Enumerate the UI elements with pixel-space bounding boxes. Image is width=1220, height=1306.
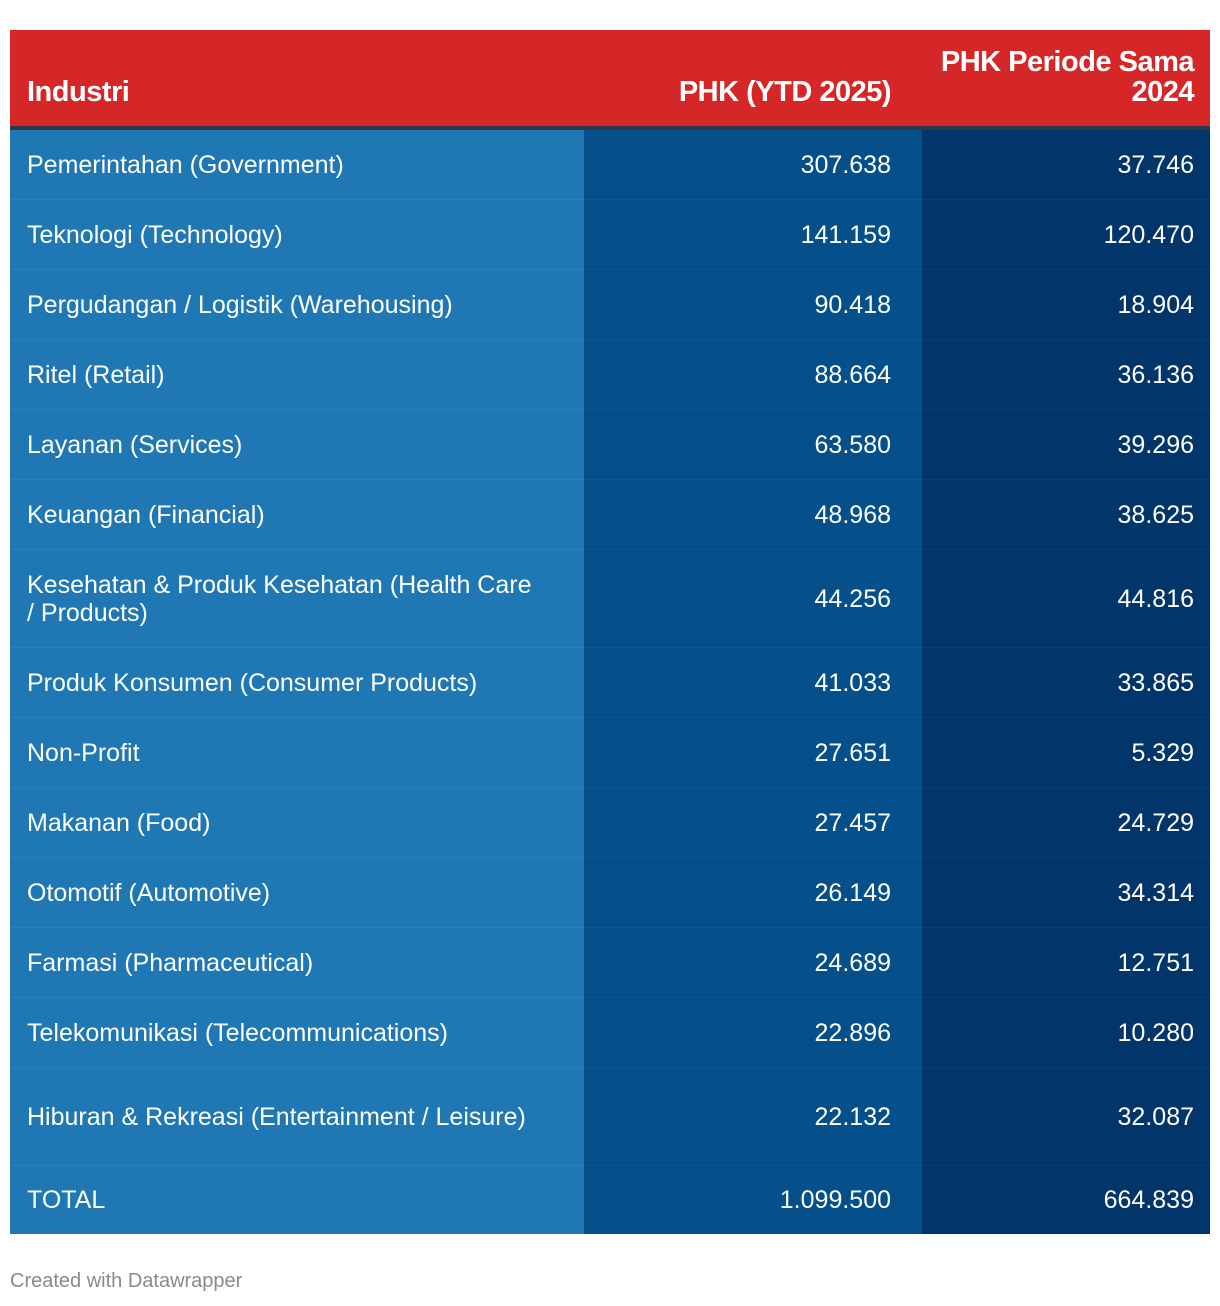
cell-ytd-2025: 141.159: [584, 200, 922, 270]
cell-periode-2024: 24.729: [922, 788, 1210, 858]
cell-ytd-2025: 26.149: [584, 858, 922, 928]
table-row: Ritel (Retail) 88.664 36.136: [10, 340, 1210, 410]
cell-industri: Makanan (Food): [10, 788, 584, 858]
table-row: Non-Profit 27.651 5.329: [10, 718, 1210, 788]
cell-periode-2024: 12.751: [922, 928, 1210, 998]
cell-industri: Kesehatan & Produk Kesehatan (Health Car…: [10, 550, 584, 648]
cell-periode-2024: 44.816: [922, 550, 1210, 648]
cell-industri: Produk Konsumen (Consumer Products): [10, 648, 584, 718]
table-row: Kesehatan & Produk Kesehatan (Health Car…: [10, 550, 1210, 648]
cell-industri: Ritel (Retail): [10, 340, 584, 410]
cell-ytd-2025: 63.580: [584, 410, 922, 480]
cell-periode-2024: 39.296: [922, 410, 1210, 480]
cell-industri: TOTAL: [10, 1166, 584, 1234]
table-row: Telekomunikasi (Telecommunications) 22.89…: [10, 998, 1210, 1068]
cell-ytd-2025: 1.099.500: [584, 1166, 922, 1234]
cell-periode-2024: 5.329: [922, 718, 1210, 788]
header-periode-2024[interactable]: PHK Periode Sama 2024: [940, 46, 1195, 108]
cell-periode-2024: 120.470: [922, 200, 1210, 270]
cell-ytd-2025: 22.896: [584, 998, 922, 1068]
cell-periode-2024: 36.136: [922, 340, 1210, 410]
cell-ytd-2025: 90.418: [584, 270, 922, 340]
cell-periode-2024: 10.280: [922, 998, 1210, 1068]
cell-periode-2024: 33.865: [922, 648, 1210, 718]
cell-industri: Teknologi (Technology): [10, 200, 584, 270]
cell-ytd-2025: 27.651: [584, 718, 922, 788]
cell-ytd-2025: 44.256: [584, 550, 922, 648]
cell-industri: Hiburan & Rekreasi (Entertainment / Leis…: [10, 1068, 584, 1166]
cell-industri: Farmasi (Pharmaceutical): [10, 928, 584, 998]
cell-periode-2024: 37.746: [922, 130, 1210, 200]
header-ytd-2025[interactable]: PHK (YTD 2025): [678, 76, 892, 108]
table-header: Industri PHK (YTD 2025) PHK Periode Sama…: [10, 30, 1210, 130]
table-body: Pemerintahan (Government) 307.638 37.746 Te…: [10, 130, 1210, 1234]
table-total-row: TOTAL 1.099.500 664.839: [10, 1166, 1210, 1234]
cell-industri: Non-Profit: [10, 718, 584, 788]
header-industri[interactable]: Industri: [27, 76, 130, 108]
cell-ytd-2025: 27.457: [584, 788, 922, 858]
cell-periode-2024: 18.904: [922, 270, 1210, 340]
cell-ytd-2025: 307.638: [584, 130, 922, 200]
data-table: Industri PHK (YTD 2025) PHK Periode Sama…: [10, 30, 1210, 1234]
cell-industri: Pergudangan / Logistik (Warehousing): [10, 270, 584, 340]
table-row: Produk Konsumen (Consumer Products) 41.03…: [10, 648, 1210, 718]
table-row: Farmasi (Pharmaceutical) 24.689 12.751: [10, 928, 1210, 998]
cell-ytd-2025: 24.689: [584, 928, 922, 998]
table-row: Makanan (Food) 27.457 24.729: [10, 788, 1210, 858]
cell-industri: Keuangan (Financial): [10, 480, 584, 550]
table-row: Otomotif (Automotive) 26.149 34.314: [10, 858, 1210, 928]
table-row: Layanan (Services) 63.580 39.296: [10, 410, 1210, 480]
cell-industri: Layanan (Services): [10, 410, 584, 480]
datawrapper-credit: Created with Datawrapper: [10, 1270, 243, 1292]
cell-periode-2024: 664.839: [922, 1166, 1210, 1234]
cell-industri: Pemerintahan (Government): [10, 130, 584, 200]
cell-ytd-2025: 88.664: [584, 340, 922, 410]
table-row: Pergudangan / Logistik (Warehousing) 90.4…: [10, 270, 1210, 340]
cell-periode-2024: 38.625: [922, 480, 1210, 550]
cell-industri: Otomotif (Automotive): [10, 858, 584, 928]
cell-periode-2024: 34.314: [922, 858, 1210, 928]
table-row: Keuangan (Financial) 48.968 38.625: [10, 480, 1210, 550]
table-row: Hiburan & Rekreasi (Entertainment / Leis…: [10, 1068, 1210, 1166]
cell-industri: Telekomunikasi (Telecommunications): [10, 998, 584, 1068]
cell-periode-2024: 32.087: [922, 1068, 1210, 1166]
cell-ytd-2025: 41.033: [584, 648, 922, 718]
cell-ytd-2025: 48.968: [584, 480, 922, 550]
cell-ytd-2025: 22.132: [584, 1068, 922, 1166]
table-row: Pemerintahan (Government) 307.638 37.746: [10, 130, 1210, 200]
table-row: Teknologi (Technology) 141.159 120.470: [10, 200, 1210, 270]
